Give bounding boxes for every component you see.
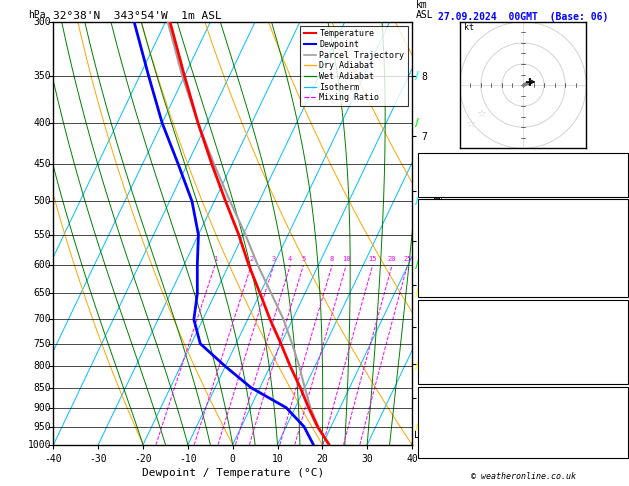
Text: θₑ(K): θₑ(K)	[422, 244, 449, 253]
Text: Pressure (mb): Pressure (mb)	[422, 317, 492, 326]
Text: EH: EH	[422, 404, 433, 413]
Text: -1: -1	[613, 418, 624, 427]
Text: /: /	[415, 288, 420, 298]
Text: Lifted Index: Lifted Index	[422, 258, 487, 266]
Text: CAPE (J): CAPE (J)	[422, 271, 465, 280]
Text: 1000: 1000	[28, 440, 51, 450]
Text: 0: 0	[618, 271, 624, 280]
Text: 25: 25	[403, 257, 411, 262]
Text: SREH: SREH	[422, 418, 443, 427]
Text: Surface: Surface	[504, 203, 542, 212]
Text: Temp (°C): Temp (°C)	[422, 217, 470, 226]
Text: 32°38'N  343°54'W  1m ASL: 32°38'N 343°54'W 1m ASL	[53, 11, 222, 21]
Text: -10: -10	[608, 404, 624, 413]
Text: CAPE (J): CAPE (J)	[422, 358, 465, 367]
Text: 5: 5	[301, 257, 306, 262]
Text: 400: 400	[33, 118, 51, 128]
Text: -2: -2	[613, 157, 624, 166]
Text: 332: 332	[608, 331, 624, 340]
Text: 20: 20	[387, 257, 396, 262]
Text: 8: 8	[330, 257, 334, 262]
Text: 500: 500	[33, 196, 51, 206]
Text: /: /	[415, 196, 420, 206]
Text: 15: 15	[369, 257, 377, 262]
Text: 0: 0	[618, 372, 624, 381]
Text: CIN (J): CIN (J)	[422, 285, 460, 294]
Text: 10: 10	[342, 257, 350, 262]
Text: 8: 8	[618, 445, 624, 454]
Text: Dewp (°C): Dewp (°C)	[422, 230, 470, 239]
Text: 3: 3	[618, 258, 624, 266]
Text: 19: 19	[613, 230, 624, 239]
Text: Totals Totals: Totals Totals	[422, 171, 492, 179]
Text: 322°: 322°	[603, 432, 624, 440]
Text: CIN (J): CIN (J)	[422, 372, 460, 381]
Text: © weatheronline.co.uk: © weatheronline.co.uk	[470, 472, 576, 481]
Text: /: /	[415, 118, 420, 128]
Text: StmSpd (kt): StmSpd (kt)	[422, 445, 481, 454]
Text: 1022: 1022	[603, 317, 624, 326]
Text: LCL: LCL	[415, 430, 432, 440]
Text: 1: 1	[213, 257, 217, 262]
Text: Most Unstable: Most Unstable	[488, 304, 558, 312]
Text: Hodograph: Hodograph	[499, 391, 547, 399]
Y-axis label: Mixing Ratio (g/kg): Mixing Ratio (g/kg)	[431, 177, 441, 289]
Text: θₑ (K): θₑ (K)	[422, 331, 454, 340]
Text: 900: 900	[33, 403, 51, 413]
Text: 2: 2	[249, 257, 253, 262]
Text: 750: 750	[33, 339, 51, 348]
Text: /: /	[415, 422, 420, 432]
Text: 350: 350	[33, 71, 51, 81]
Text: 450: 450	[33, 159, 51, 169]
Text: 800: 800	[33, 361, 51, 371]
Text: 0: 0	[618, 285, 624, 294]
Text: 4: 4	[288, 257, 292, 262]
Text: 3: 3	[272, 257, 276, 262]
Legend: Temperature, Dewpoint, Parcel Trajectory, Dry Adiabat, Wet Adiabat, Isotherm, Mi: Temperature, Dewpoint, Parcel Trajectory…	[300, 26, 408, 105]
Text: PW (cm): PW (cm)	[422, 184, 460, 193]
Text: /: /	[415, 361, 420, 371]
Text: 30: 30	[613, 171, 624, 179]
Text: hPa: hPa	[28, 10, 46, 20]
Text: Lifted Index: Lifted Index	[422, 345, 487, 353]
Text: 850: 850	[33, 382, 51, 393]
Text: 700: 700	[33, 314, 51, 325]
Text: 300: 300	[33, 17, 51, 27]
Text: 2.01: 2.01	[603, 184, 624, 193]
Text: 3: 3	[618, 345, 624, 353]
Text: /: /	[415, 260, 420, 270]
Text: K: K	[422, 157, 428, 166]
Text: kt: kt	[464, 23, 474, 32]
Text: 650: 650	[33, 288, 51, 298]
Text: 332: 332	[608, 244, 624, 253]
Text: StmDir: StmDir	[422, 432, 454, 440]
Text: 600: 600	[33, 260, 51, 270]
Text: 27.09.2024  00GMT  (Base: 06): 27.09.2024 00GMT (Base: 06)	[438, 12, 608, 22]
Text: 950: 950	[33, 422, 51, 432]
Text: km
ASL: km ASL	[416, 0, 433, 20]
Text: ☆: ☆	[465, 119, 476, 129]
Text: 550: 550	[33, 230, 51, 240]
Text: 0: 0	[618, 358, 624, 367]
Text: /: /	[415, 71, 420, 81]
X-axis label: Dewpoint / Temperature (°C): Dewpoint / Temperature (°C)	[142, 468, 324, 478]
Text: 22.8: 22.8	[603, 217, 624, 226]
Text: ☆: ☆	[476, 109, 486, 119]
